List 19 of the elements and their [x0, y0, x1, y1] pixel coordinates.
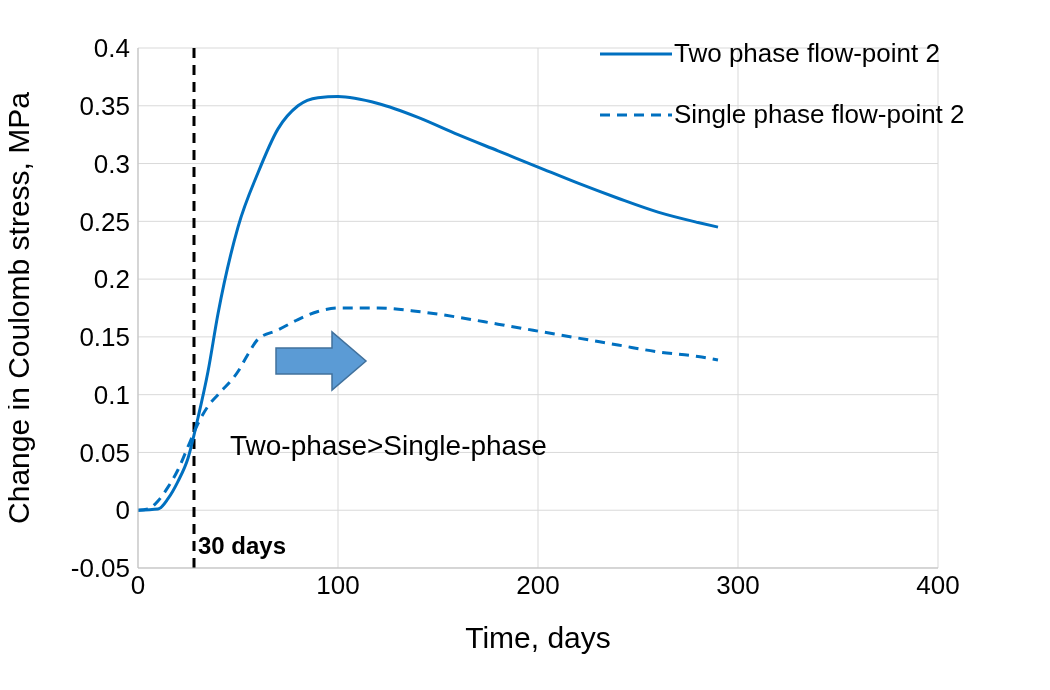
y-tick-label: 0.05	[79, 437, 130, 468]
x-tick-label: 400	[916, 570, 960, 601]
x-axis-title: Time, days	[465, 621, 611, 654]
legend-label: Two phase flow-point 2	[674, 38, 940, 69]
y-tick-label: 0.3	[93, 148, 130, 179]
legend-label: Single phase flow-point 2	[674, 99, 965, 130]
y-tick-label: 0	[115, 495, 130, 526]
y-tick-label: 0.35	[79, 91, 130, 122]
y-tick-label: 0.1	[93, 379, 130, 410]
ref-line-label: 30 days	[197, 532, 287, 559]
y-tick-label: 0.2	[93, 264, 130, 295]
x-tick-label: 300	[716, 570, 760, 601]
y-tick-label: 0.25	[79, 206, 130, 237]
y-tick-label: -0.05	[70, 553, 130, 584]
x-tick-label: 100	[316, 570, 360, 601]
annotation: Two-phase>Single-phase	[230, 430, 547, 462]
y-tick-label: 0.4	[93, 33, 130, 64]
x-tick-label: 200	[516, 570, 560, 601]
y-tick-label: 0.15	[79, 322, 130, 353]
